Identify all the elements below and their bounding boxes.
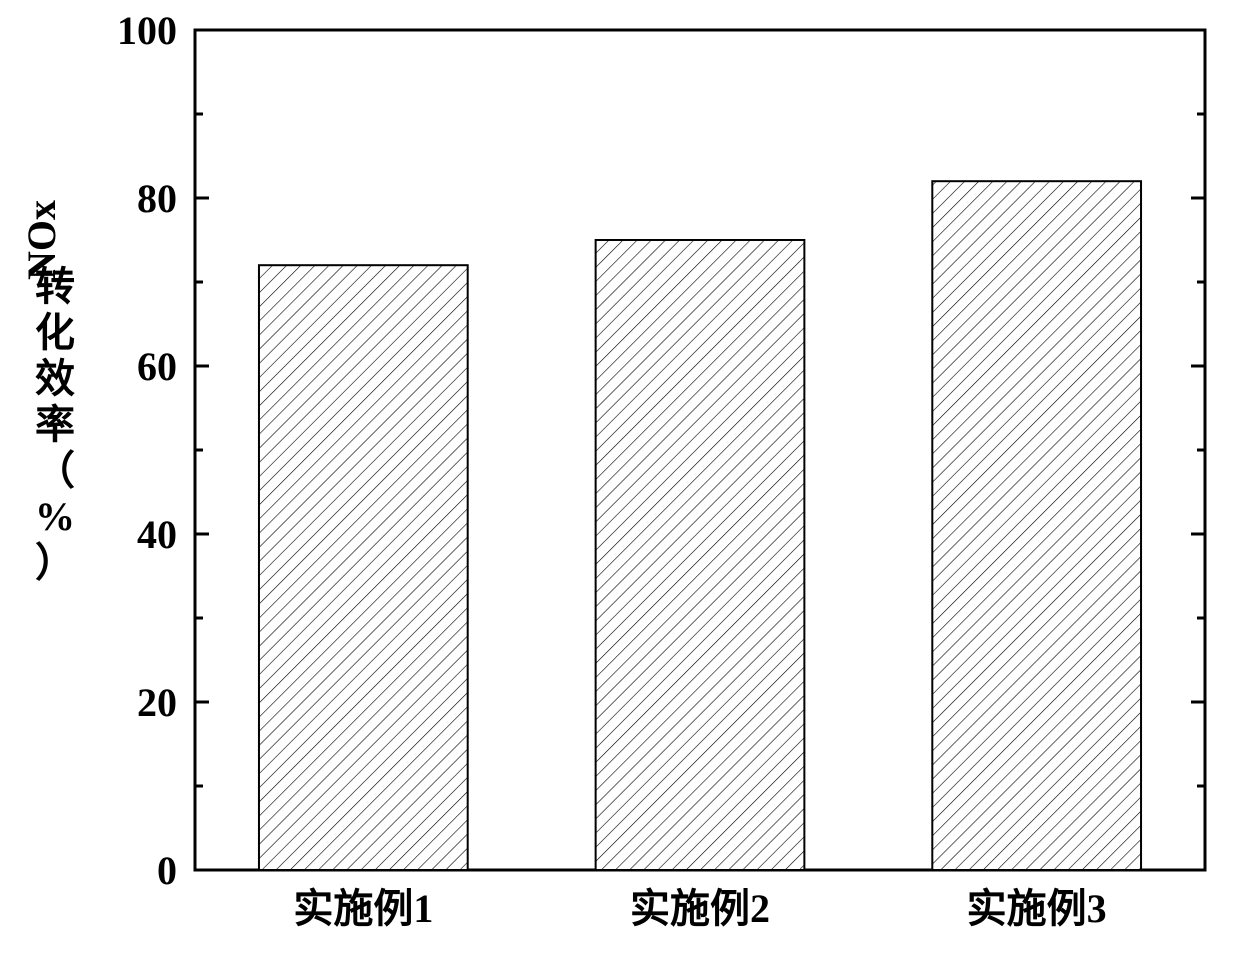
ytick-label: 60 [137,344,177,389]
ytick-label: 80 [137,176,177,221]
ylabel-char: 化 [35,310,75,355]
ylabel-char: % [35,494,75,539]
ylabel-char: 效 [35,356,75,401]
ylabel-char: 率 [35,402,75,447]
ylabel-char: ） [35,540,75,585]
chart-container: 020406080100实施例1实施例2实施例3NOx转化效率（%） [0,0,1240,961]
category-label: 实施例2 [630,886,770,931]
ytick-label: 100 [117,8,177,53]
bar-chart: 020406080100实施例1实施例2实施例3NOx转化效率（%） [0,0,1240,961]
bar [932,181,1141,870]
bar [596,240,805,870]
ytick-label: 40 [137,512,177,557]
ylabel-char: 转 [35,264,75,309]
category-label: 实施例3 [967,886,1107,931]
category-label: 实施例1 [293,886,433,931]
ylabel-char: （ [35,448,75,493]
ytick-label: 0 [157,848,177,893]
bar [259,265,468,870]
ytick-label: 20 [137,680,177,725]
plot-area: 020406080100实施例1实施例2实施例3NOx转化效率（%） [19,8,1205,931]
